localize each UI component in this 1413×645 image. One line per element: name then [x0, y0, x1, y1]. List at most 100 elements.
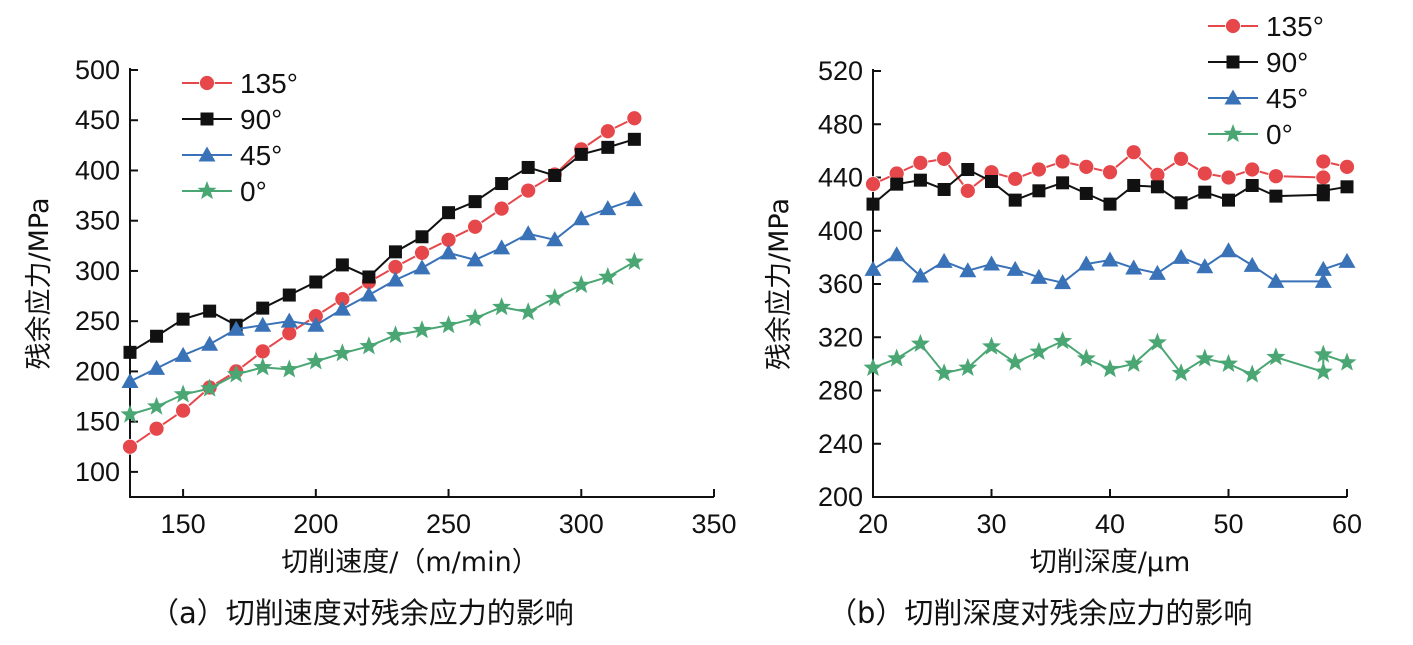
data-point [492, 297, 512, 316]
data-point [254, 343, 271, 360]
x-tick-label: 60 [1332, 509, 1362, 539]
y-tick-label: 150 [75, 407, 120, 437]
x-tick-label: 30 [976, 509, 1006, 539]
data-point [937, 182, 951, 196]
y-tick-label: 320 [818, 322, 863, 352]
x-tick-label: 150 [161, 509, 206, 539]
legend-label: 0° [1266, 119, 1293, 150]
data-point [1242, 364, 1262, 383]
legend-item: 45° [182, 140, 282, 171]
data-point [1032, 184, 1046, 198]
data-point [388, 245, 402, 259]
data-point [442, 206, 456, 220]
data-point [1150, 180, 1164, 194]
data-point [1077, 255, 1095, 271]
x-axis-title: 切削速度/（m/min） [281, 547, 538, 578]
data-point [227, 320, 245, 336]
legend-item: 0° [1208, 119, 1293, 150]
data-point [1005, 352, 1025, 371]
y-tick-label: 520 [818, 56, 863, 86]
data-point [548, 168, 562, 182]
data-point [890, 177, 904, 191]
data-point [1172, 248, 1190, 264]
legend-marker [200, 112, 214, 126]
data-point [256, 301, 270, 315]
y-tick-label: 240 [818, 429, 863, 459]
legend-marker [1223, 124, 1243, 143]
y-tick-label: 250 [75, 306, 120, 336]
data-point [1268, 168, 1284, 185]
chart-b-svg: 200 240 280 320 360 400 440 480 520 20 30 40 50 60 切削深… [764, 11, 1362, 578]
chart-panel-a: 100 150 200 250 300 350 400 450 500 150 200 250 300 3… [24, 55, 737, 630]
data-point [961, 163, 975, 177]
data-point [175, 402, 191, 419]
legend-item: 0° [182, 176, 267, 207]
series-0 [122, 110, 643, 455]
chart-panel-b: 200 240 280 320 360 400 440 480 520 20 30 40 50 60 切削深… [740, 0, 1413, 645]
data-point [203, 304, 217, 318]
y-tick-label: 450 [75, 105, 120, 135]
y-tick-label: 440 [818, 163, 863, 193]
data-point [1267, 272, 1285, 288]
data-point [413, 259, 431, 275]
data-point [121, 372, 139, 388]
data-point [571, 275, 591, 294]
series-1 [123, 132, 641, 359]
y-tick-label: 500 [75, 55, 120, 85]
data-point [1079, 186, 1093, 200]
data-point [1171, 363, 1191, 382]
data-point [545, 288, 565, 307]
data-point [866, 197, 880, 211]
data-point [1076, 348, 1096, 367]
data-point [910, 333, 930, 352]
data-point [1220, 242, 1237, 258]
data-point [359, 336, 379, 355]
data-point [440, 244, 458, 260]
data-point [1339, 158, 1355, 175]
data-point [335, 258, 349, 272]
data-point [598, 267, 618, 286]
y-tick-label: 300 [75, 256, 120, 286]
x-tick-label: 40 [1095, 509, 1125, 539]
legend-marker [198, 146, 216, 162]
series-line [129, 198, 635, 383]
data-point [1314, 272, 1332, 288]
data-point [982, 336, 1001, 355]
data-point [467, 218, 483, 235]
legend-item: 90° [182, 104, 282, 135]
legend-label: 90° [240, 104, 282, 135]
data-point [1338, 252, 1356, 268]
data-point [1173, 150, 1190, 167]
data-point [1222, 193, 1235, 207]
data-point [280, 312, 298, 328]
data-point [1314, 260, 1332, 276]
data-point [958, 357, 978, 376]
series-1 [866, 163, 1354, 211]
data-point [624, 251, 644, 270]
data-point [466, 251, 484, 267]
data-point [1007, 170, 1024, 187]
data-point [599, 123, 616, 140]
data-point [985, 174, 998, 188]
data-point [1198, 185, 1212, 199]
data-point [935, 252, 953, 268]
chart-a-svg: 100 150 200 250 300 350 400 450 500 150 200 250 300 3… [24, 55, 737, 578]
data-point [201, 335, 219, 351]
y-tick-label: 280 [818, 376, 863, 406]
data-point [495, 177, 509, 191]
data-point [1148, 264, 1166, 280]
y-axis-title: 残余应力/MPa [24, 197, 55, 369]
x-tick-label: 350 [691, 509, 736, 539]
x-tick-label: 300 [559, 509, 604, 539]
data-point [306, 351, 326, 370]
data-point [174, 346, 192, 362]
data-point [546, 231, 564, 247]
data-point [412, 320, 432, 339]
data-point [148, 359, 166, 375]
data-point [282, 288, 296, 302]
x-tick-label: 50 [1213, 509, 1243, 539]
data-point [309, 275, 323, 289]
data-point [911, 267, 929, 283]
data-point [1243, 256, 1261, 272]
data-point [415, 230, 429, 244]
